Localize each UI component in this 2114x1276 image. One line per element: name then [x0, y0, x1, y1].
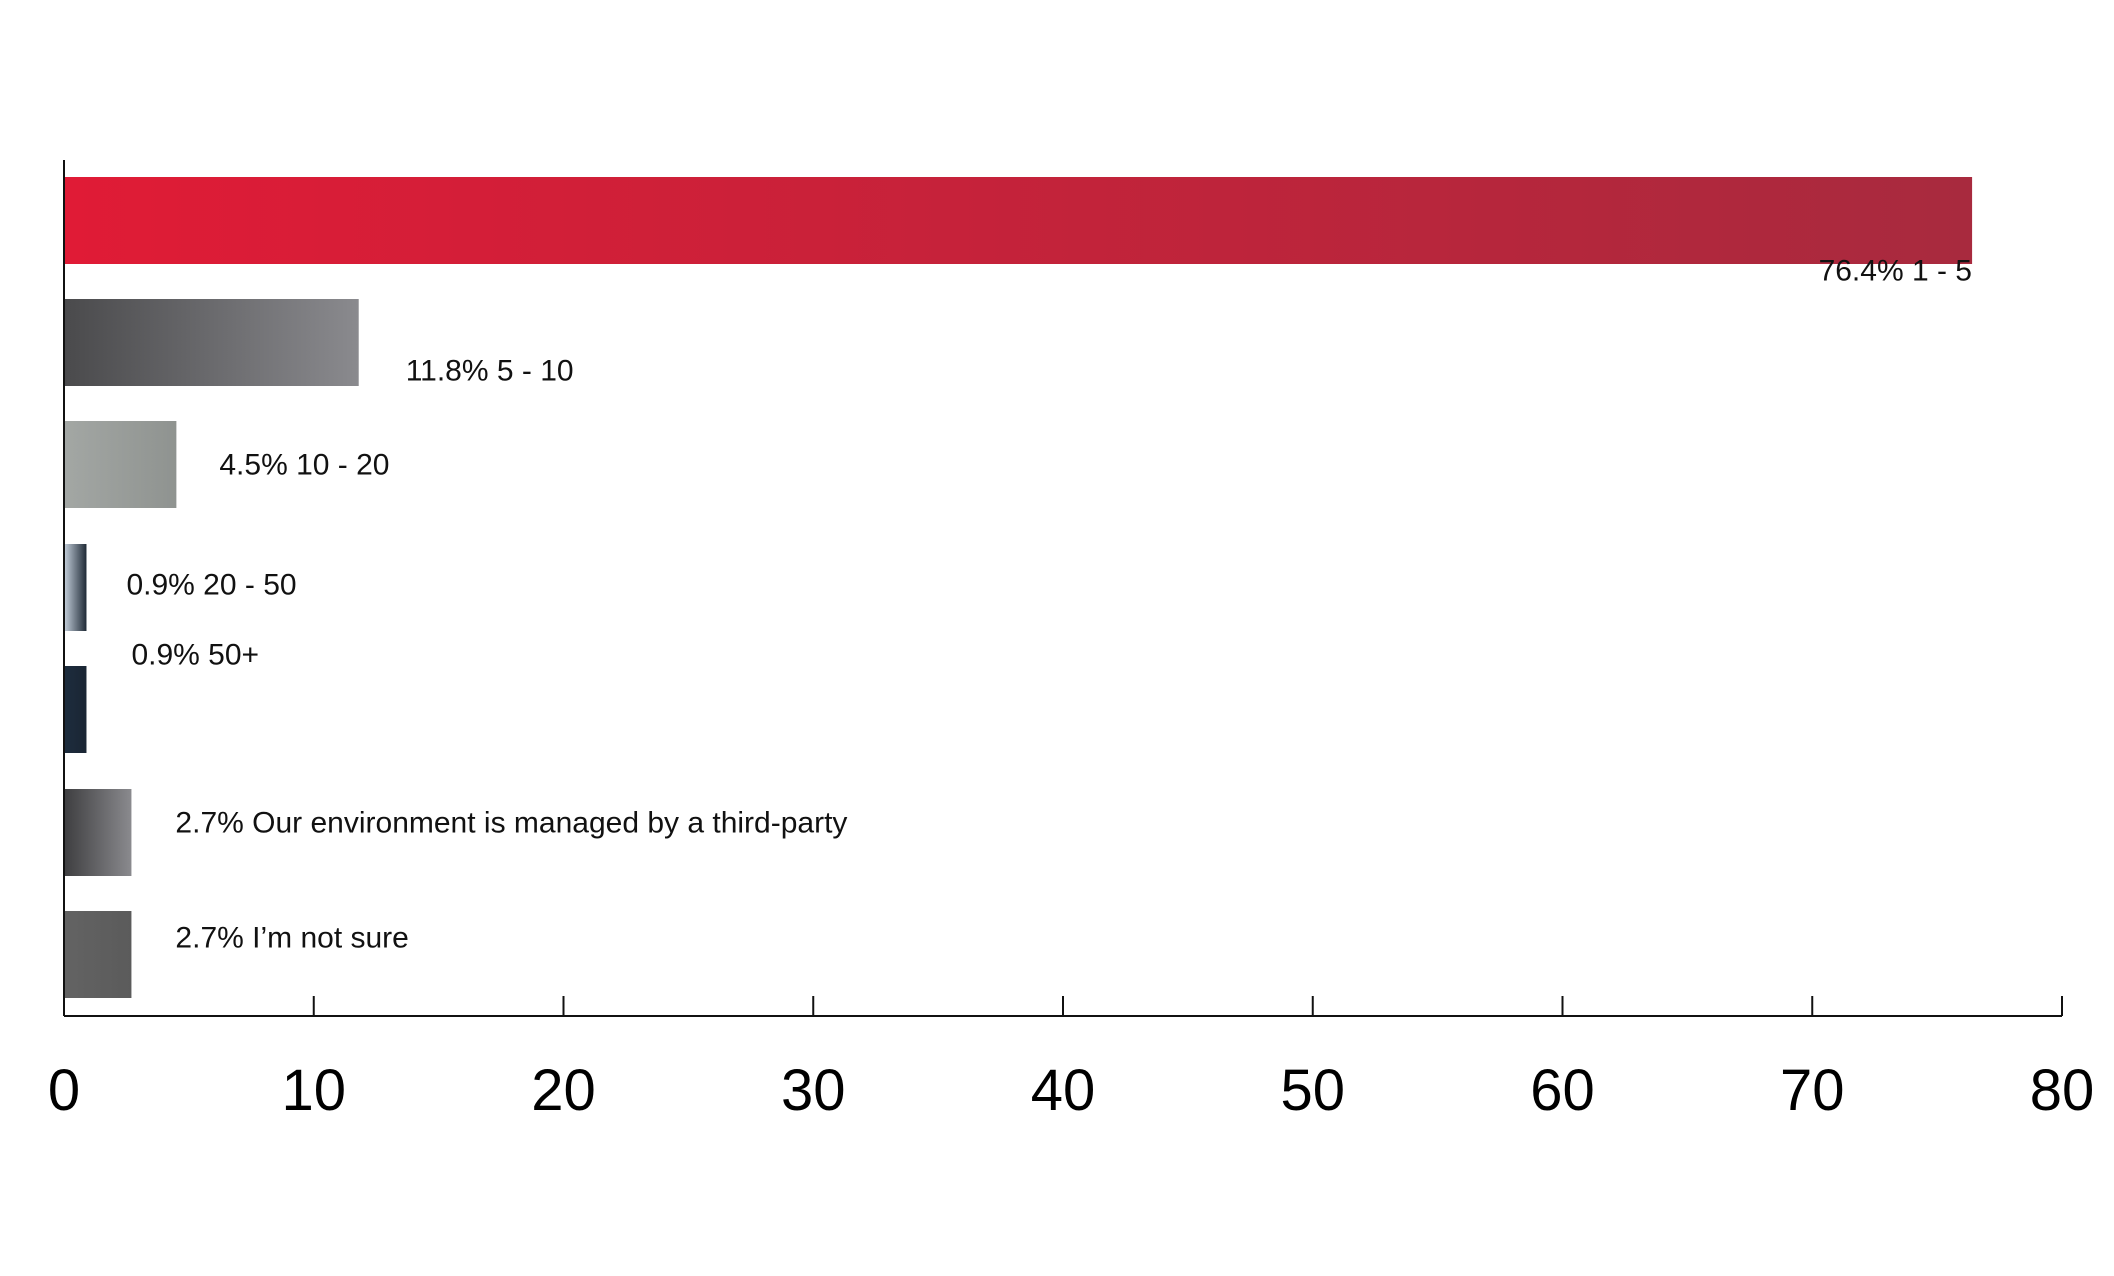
bar-data-label-2: 11.8% 5 - 10 [406, 355, 574, 388]
x-tick-label-30: 30 [781, 1058, 846, 1123]
bar-1 [64, 177, 1973, 264]
bar-6 [64, 789, 132, 876]
x-tick-label-50: 50 [1280, 1058, 1345, 1123]
x-tick-label-70: 70 [1780, 1058, 1845, 1123]
bar-data-label-7: 2.7% I’m not sure [175, 922, 408, 955]
bar-data-label-3: 4.5% 10 - 20 [219, 449, 389, 482]
x-tick-label-80: 80 [2030, 1058, 2095, 1123]
x-tick-label-20: 20 [531, 1058, 596, 1123]
bar-3 [64, 421, 177, 508]
bar-5 [64, 666, 87, 753]
bar-2 [64, 299, 359, 386]
x-tick-label-0: 0 [48, 1058, 80, 1123]
x-tick-label-10: 10 [281, 1058, 346, 1123]
bar-data-label-1: 76.4% 1 - 5 [1819, 255, 1972, 288]
bar-data-label-6: 2.7% Our environment is managed by a thi… [175, 807, 847, 840]
x-tick-label-40: 40 [1031, 1058, 1096, 1123]
bar-4 [64, 544, 87, 631]
x-axis: 0 10 20 30 40 50 60 70 80 [48, 160, 2094, 1123]
bars-layer [64, 177, 1973, 998]
bar-data-label-4: 0.9% 20 - 50 [126, 569, 296, 602]
x-tick-label-60: 60 [1530, 1058, 1595, 1123]
bar-labels-layer: 76.4% 1 - 5 11.8% 5 - 10 4.5% 10 - 20 0.9% … [126, 255, 1972, 955]
bar-7 [64, 911, 132, 998]
bar-data-label-5: 0.9% 50+ [131, 639, 259, 672]
